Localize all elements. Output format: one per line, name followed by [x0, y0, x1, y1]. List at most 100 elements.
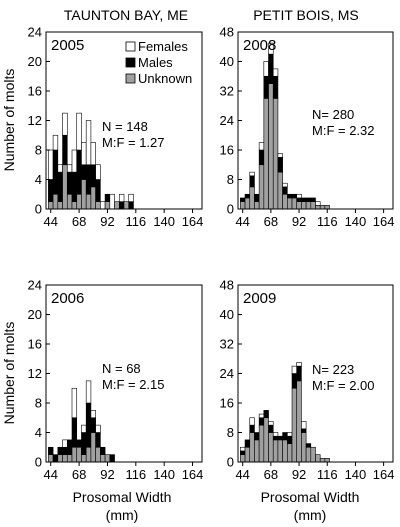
bar-unknown-44	[48, 454, 54, 463]
bar-unknown-60	[258, 164, 265, 210]
bar-unknown-84	[287, 443, 293, 463]
y-tick-label: 0	[227, 455, 234, 470]
y-tick-label: 8	[227, 172, 234, 187]
bar-unknown-72	[272, 439, 279, 463]
bar-females-68	[76, 112, 82, 151]
bar-males-52	[57, 171, 63, 202]
bar-females-108	[315, 201, 321, 206]
x-tick-label: 140	[153, 467, 175, 482]
bar-females-76	[85, 120, 92, 166]
bar-males-72	[81, 432, 87, 455]
bar-males-68	[268, 424, 274, 433]
xlabel-left: Prosomal Width	[73, 489, 172, 505]
x-tick-label: 164	[373, 214, 395, 229]
stats-n: N = 148	[102, 119, 148, 134]
bar-unknown-96	[301, 201, 307, 210]
stats-n: N= 280	[312, 107, 354, 122]
bar-females-96	[109, 193, 115, 210]
bar-females-48	[52, 134, 59, 151]
bar-males-60	[258, 417, 265, 426]
bar-males-76	[85, 402, 92, 448]
bar-unknown-116	[324, 458, 330, 463]
bar-females-84	[287, 432, 293, 437]
bar-unknown-76	[85, 193, 92, 210]
bar-unknown-116	[324, 205, 330, 210]
year-label: 2006	[51, 290, 84, 307]
legend-swatch-females	[125, 41, 136, 52]
bar-females-112	[128, 193, 134, 202]
bar-males-64	[263, 75, 269, 99]
x-tick-label: 92	[292, 467, 306, 482]
bar-males-56	[62, 134, 68, 166]
y-tick-label: 16	[220, 396, 234, 411]
bar-males-68	[76, 439, 82, 448]
bar-females-64	[263, 61, 269, 77]
bar-females-88	[291, 365, 298, 374]
x-tick-label: 68	[264, 214, 278, 229]
bar-unknown-108	[123, 201, 130, 210]
bar-unknown-104	[310, 446, 316, 463]
bar-unknown-48	[244, 446, 251, 463]
bar-females-68	[268, 42, 274, 55]
bar-unknown-92	[296, 380, 302, 463]
x-tick-label: 44	[235, 214, 249, 229]
bar-males-44	[240, 197, 246, 202]
y-tick-label: 0	[227, 202, 234, 217]
bar-unknown-68	[76, 193, 82, 210]
bar-males-84	[95, 432, 101, 448]
x-tick-label: 116	[125, 467, 146, 482]
y-tick-label: 0	[35, 455, 42, 470]
bar-females-72	[81, 424, 87, 433]
x-tick-label: 44	[43, 467, 57, 482]
y-tick-label: 4	[35, 172, 42, 187]
bar-unknown-92	[296, 201, 302, 210]
y-tick-label: 32	[220, 84, 234, 99]
bar-males-80	[90, 417, 96, 433]
xlabel-left-unit: (mm)	[106, 507, 139, 523]
bar-unknown-84	[95, 446, 101, 463]
bar-females-68	[268, 421, 274, 426]
year-label: 2009	[243, 290, 276, 307]
bar-males-80	[282, 432, 288, 441]
panel-petit-bois-2009: 0 8 16 24 32 40 48 44 68 92 116 140 164 2009 N= 223M:F…	[220, 278, 395, 483]
bar-unknown-108	[315, 205, 321, 210]
bar-males-52	[249, 175, 255, 188]
bar-unknown-68	[76, 446, 82, 463]
y-tick-label: 24	[28, 278, 42, 293]
bar-males-44	[48, 179, 54, 202]
y-tick-label: 40	[220, 54, 234, 69]
bar-unknown-80	[282, 439, 288, 463]
stats-mf: M:F = 1.27	[102, 135, 165, 150]
x-tick-label: 164	[182, 214, 204, 229]
bar-unknown-80	[90, 432, 96, 463]
bar-males-56	[62, 446, 68, 455]
y-tick-label: 8	[35, 143, 42, 158]
bar-unknown-68	[268, 432, 274, 463]
x-tick-label: 116	[125, 214, 146, 229]
bar-males-56	[254, 432, 260, 441]
bar-unknown-64	[71, 201, 78, 210]
bar-males-48	[244, 439, 251, 448]
x-tick-label: 68	[264, 467, 278, 482]
bar-unknown-108	[315, 454, 321, 463]
bar-unknown-52	[249, 432, 255, 463]
bar-unknown-112	[319, 458, 326, 463]
bar-females-80	[90, 410, 96, 419]
xlabel-right-unit: (mm)	[294, 507, 327, 523]
x-tick-label: 164	[373, 467, 395, 482]
bar-males-72	[81, 164, 87, 180]
bar-unknown-60	[258, 424, 265, 463]
ylabel-bottom: Number of molts	[1, 322, 17, 425]
bar-unknown-56	[62, 454, 68, 463]
bar-females-80	[90, 142, 96, 166]
bar-males-76	[277, 157, 283, 173]
bar-unknown-76	[277, 171, 283, 210]
y-tick-label: 0	[35, 202, 42, 217]
bar-males-80	[90, 164, 96, 188]
panel-taunton-2005: 0 4 8 12 16 20 24 44 68 92 116 140 164 2005 N = 148M:F…	[28, 25, 204, 230]
legend-swatch-males	[125, 57, 136, 68]
x-tick-label: 164	[182, 467, 204, 482]
bar-males-92	[296, 197, 302, 202]
col-title-petit-bois: PETIT BOIS, MS	[253, 7, 359, 23]
